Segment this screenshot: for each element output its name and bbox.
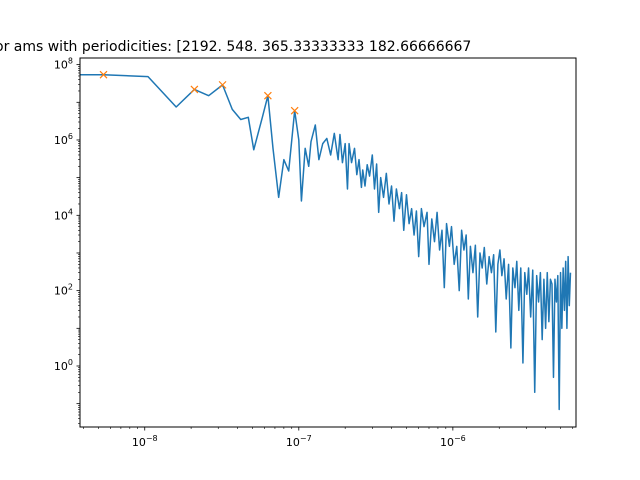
y-tick-label: 106 (54, 132, 73, 147)
peak-marker (190, 85, 199, 94)
series-line (80, 73, 572, 411)
y-tick-label: 102 (54, 283, 73, 298)
series-layer (80, 70, 572, 411)
x-tick-label: 10−8 (132, 434, 158, 449)
peak-marker (99, 70, 108, 79)
peak-marker (290, 106, 299, 115)
peak-marker (218, 80, 227, 89)
chart-title: or ams with periodicities: [2192. 548. 3… (0, 39, 471, 55)
x-tick-label: 10−7 (286, 434, 312, 449)
y-tick-label: 104 (54, 207, 73, 222)
x-tick-label: 10−6 (440, 434, 466, 449)
plot-frame (79, 57, 577, 428)
y-tick-label: 108 (54, 57, 73, 72)
y-axis: 100 102 104 106 108 (54, 57, 80, 424)
peak-marker (263, 91, 272, 100)
x-axis: 10−8 10−7 10−6 (83, 427, 574, 449)
y-tick-label: 100 (54, 358, 73, 373)
